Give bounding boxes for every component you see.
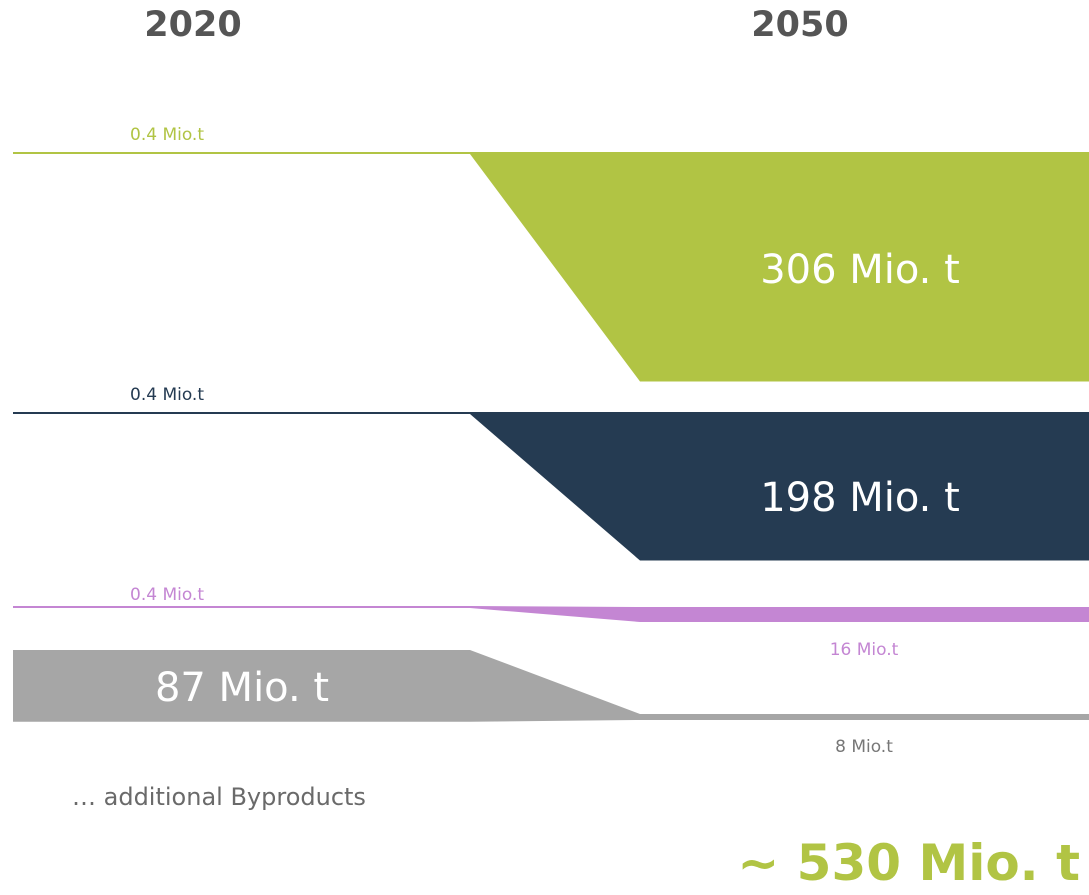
gray-2020-label: 87 Mio. t (155, 665, 329, 711)
band-navy (13, 412, 1089, 561)
green-2020-label: 0.4 Mio.t (130, 125, 204, 145)
total-label: ~ 530 Mio. t (737, 834, 1080, 892)
year-label-2020: 2020 (144, 5, 241, 45)
purple-2020-label: 0.4 Mio.t (130, 585, 204, 605)
band-green (13, 152, 1089, 382)
band-purple (13, 606, 1089, 622)
gray-2050-label: 8 Mio.t (835, 737, 893, 757)
year-label-2050: 2050 (751, 5, 848, 45)
green-2050-label: 306 Mio. t (760, 247, 960, 293)
band-gray (13, 650, 1089, 722)
navy-2050-label: 198 Mio. t (760, 475, 960, 521)
byproducts-note: … additional Byproducts (72, 783, 366, 811)
purple-2050-label: 16 Mio.t (830, 640, 899, 660)
navy-2020-label: 0.4 Mio.t (130, 385, 204, 405)
